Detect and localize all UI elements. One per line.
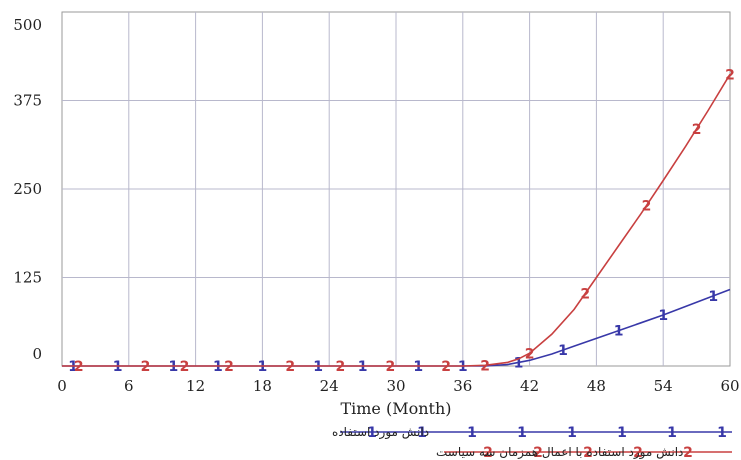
x-tick-label: 60: [720, 377, 739, 395]
legend-marker-1: 1: [567, 425, 577, 441]
series-1-marker: 1: [708, 289, 718, 305]
x-axis-title: Time (Month): [340, 399, 451, 418]
grid: [62, 12, 730, 366]
legend-label-2: دانش مورد استفاده با اعمال همزمان سه سیا…: [436, 445, 683, 460]
legend-marker-1: 1: [467, 425, 477, 441]
x-tick-label: 48: [587, 377, 606, 395]
legend-marker-2: 2: [533, 445, 543, 460]
legend-marker-2: 2: [483, 445, 493, 460]
series-1-marker: 1: [68, 359, 78, 375]
x-tick-label: 30: [386, 377, 405, 395]
series-1-marker: 1: [514, 355, 524, 371]
x-tick-label: 6: [124, 377, 134, 395]
series-1-marker: 1: [113, 359, 123, 375]
series-1-marker: 1: [614, 324, 624, 340]
series-1-marker: 1: [313, 359, 323, 375]
y-tick-label: 125: [13, 269, 42, 287]
x-tick-label: 0: [57, 377, 67, 395]
series-1-marker: 1: [168, 359, 178, 375]
legend-label-1: دانش مورد استفاده: [332, 425, 429, 440]
y-tick-label: 375: [13, 92, 42, 110]
series-2-marker: 2: [180, 359, 190, 375]
series-2-marker: 2: [580, 286, 590, 302]
legend-marker-1: 1: [517, 425, 527, 441]
x-tick-label: 36: [453, 377, 472, 395]
series-2-marker: 2: [335, 359, 345, 375]
y-tick-label: 250: [13, 180, 42, 198]
y-tick-label: 0: [32, 345, 42, 363]
y-tick-label: 500: [13, 16, 42, 34]
legend-marker-1: 1: [667, 425, 677, 441]
legend-marker-2: 2: [633, 445, 643, 460]
series-2-marker: 2: [642, 198, 652, 214]
legend-marker-1: 1: [617, 425, 627, 441]
series-2-marker: 2: [224, 359, 234, 375]
legend-marker-2: 2: [583, 445, 593, 460]
x-tick-label: 24: [320, 377, 339, 395]
series-2-marker: 2: [285, 359, 295, 375]
series-1-marker: 1: [413, 359, 423, 375]
series-2-marker: 2: [441, 359, 451, 375]
series-1-marker: 1: [258, 359, 268, 375]
series-2-marker: 2: [74, 359, 84, 375]
series-1-marker: 1: [358, 359, 368, 375]
x-tick-label: 42: [520, 377, 539, 395]
x-tick-label: 54: [654, 377, 673, 395]
x-tick-label: 12: [186, 377, 205, 395]
legend-marker-2: 2: [683, 445, 693, 460]
series-1-marker: 1: [658, 308, 668, 324]
legend-marker-1: 1: [417, 425, 427, 441]
series-2-marker: 2: [386, 359, 396, 375]
x-tick-label: 18: [253, 377, 272, 395]
series-2-marker: 2: [725, 67, 735, 83]
series-1-marker: 1: [213, 359, 223, 375]
series-2-marker: 2: [692, 122, 702, 138]
legend-marker-1: 1: [717, 425, 727, 441]
series-1-marker: 1: [558, 343, 568, 359]
series-2-marker: 2: [141, 359, 151, 375]
series-2-marker: 2: [525, 346, 535, 362]
legend-marker-1: 1: [367, 425, 377, 441]
series-line-2: [62, 73, 731, 367]
series-1-marker: 1: [458, 359, 468, 375]
series-2-marker: 2: [480, 358, 490, 374]
